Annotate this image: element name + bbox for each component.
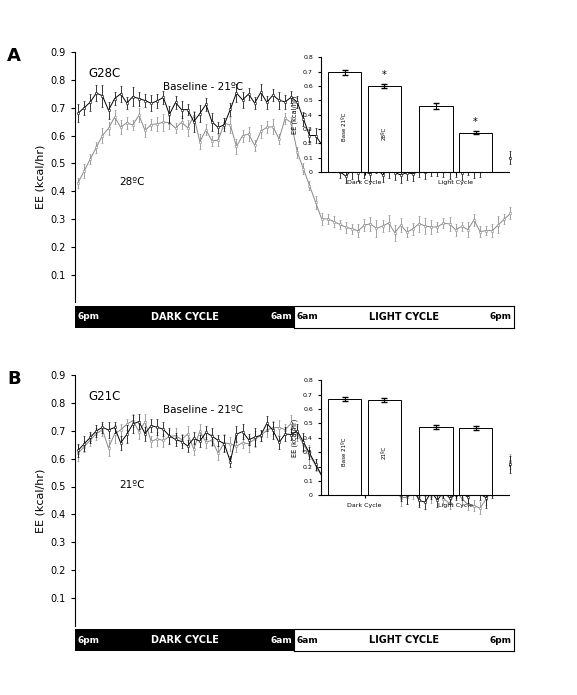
Text: 6pm: 6pm (489, 636, 511, 644)
Text: Baseline - 21ºC: Baseline - 21ºC (163, 82, 243, 92)
Bar (368, 86, 401, 172)
Text: DARK CYCLE: DARK CYCLE (151, 635, 219, 645)
Text: 6am: 6am (270, 313, 292, 321)
Bar (328, 399, 361, 496)
Y-axis label: EE (kcal/hr): EE (kcal/hr) (35, 145, 45, 209)
Y-axis label: EE (kcal/hr): EE (kcal/hr) (35, 468, 45, 532)
Text: 28ºC: 28ºC (119, 177, 144, 187)
Text: *: * (473, 117, 478, 127)
Text: *: * (382, 70, 387, 80)
Text: 28ºC: 28ºC (382, 126, 387, 140)
Bar (419, 106, 452, 172)
Text: Base 21ºC: Base 21ºC (342, 113, 347, 141)
Text: G21C: G21C (88, 391, 121, 403)
Y-axis label: EE (kcal/hr): EE (kcal/hr) (291, 418, 298, 457)
Bar (368, 400, 401, 496)
Text: 6am: 6am (297, 313, 319, 321)
Y-axis label: EE (kcal/hr): EE (kcal/hr) (291, 95, 298, 134)
Bar (419, 427, 452, 496)
Text: 6am: 6am (297, 636, 319, 644)
Text: LIGHT CYCLE: LIGHT CYCLE (369, 312, 439, 322)
Text: DARK CYCLE: DARK CYCLE (151, 312, 219, 322)
Bar (459, 428, 492, 496)
Text: LIGHT CYCLE: LIGHT CYCLE (369, 635, 439, 645)
Text: 21ºC: 21ºC (119, 480, 144, 491)
Text: 6pm: 6pm (77, 313, 99, 321)
Text: Base 21ºC: Base 21ºC (342, 438, 347, 466)
Text: 6pm: 6pm (489, 313, 511, 321)
Text: G28C: G28C (88, 67, 121, 80)
Text: 21ºC: 21ºC (382, 445, 387, 459)
Bar (328, 72, 361, 172)
Text: A: A (7, 47, 21, 65)
Bar (459, 133, 492, 172)
Text: B: B (7, 370, 21, 389)
Text: 6pm: 6pm (77, 636, 99, 644)
Text: 6am: 6am (270, 636, 292, 644)
Text: Baseline - 21ºC: Baseline - 21ºC (163, 405, 243, 416)
